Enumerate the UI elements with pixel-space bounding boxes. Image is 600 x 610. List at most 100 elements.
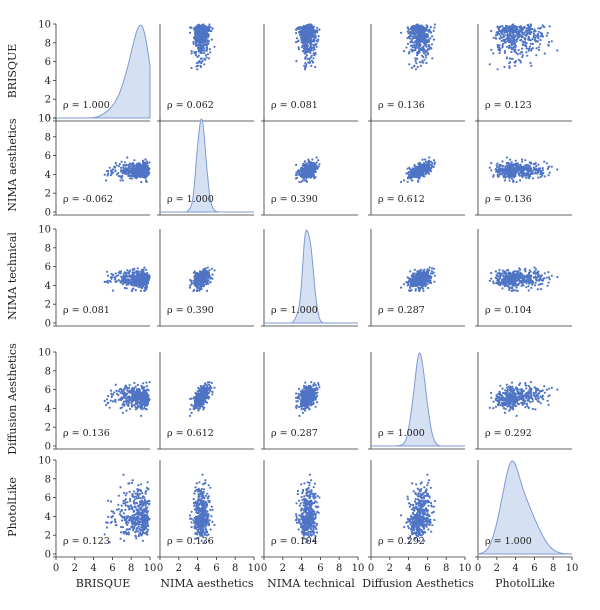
- scatter-point: [315, 156, 318, 159]
- scatter-point: [520, 38, 523, 42]
- scatter-point: [123, 281, 126, 284]
- scatter-point: [505, 269, 509, 272]
- scatter-point: [417, 26, 420, 29]
- scatter-point: [201, 59, 204, 63]
- scatter-point: [548, 25, 551, 28]
- scatter-point: [310, 49, 313, 52]
- scatter-point: [148, 161, 151, 164]
- scatter-point: [496, 25, 499, 28]
- scatter-point: [209, 25, 212, 29]
- scatter-point: [304, 179, 307, 182]
- scatter-point: [425, 45, 428, 48]
- scatter-point: [405, 46, 408, 49]
- scatter-point: [515, 286, 518, 289]
- scatter-point: [294, 41, 298, 44]
- scatter-point: [429, 37, 432, 40]
- scatter-points: [488, 23, 559, 71]
- scatter-point: [532, 162, 535, 166]
- scatter-point: [414, 60, 417, 63]
- scatter-point: [298, 31, 301, 34]
- scatter-point: [119, 270, 123, 273]
- scatter-point: [422, 30, 425, 33]
- scatter-point: [407, 52, 410, 55]
- scatter-point: [305, 54, 308, 57]
- scatter-point: [511, 30, 515, 33]
- scatter-point: [496, 68, 499, 71]
- scatter-point: [306, 166, 309, 170]
- scatter-point: [304, 29, 307, 32]
- scatter-point: [531, 42, 535, 46]
- scatter-point: [423, 49, 426, 52]
- scatter-point: [423, 162, 426, 165]
- scatter-point: [203, 30, 206, 33]
- scatter-point: [506, 33, 509, 36]
- scatter-point: [314, 35, 317, 39]
- scatter-point: [202, 43, 206, 46]
- scatter-point: [514, 61, 517, 64]
- scatter-point: [410, 172, 414, 176]
- scatter-point: [427, 286, 430, 290]
- scatter-point: [205, 274, 208, 277]
- scatter-point: [418, 281, 421, 284]
- scatter-point: [203, 33, 206, 37]
- scatter-point: [305, 37, 308, 40]
- scatter-point: [508, 62, 511, 65]
- scatter-point: [310, 164, 313, 167]
- scatter-point: [420, 163, 423, 166]
- scatter-point: [112, 168, 115, 171]
- scatter-point: [416, 51, 419, 55]
- scatter-point: [418, 41, 421, 44]
- scatter-point: [140, 180, 143, 184]
- scatter-point: [505, 168, 509, 172]
- scatter-point: [407, 289, 411, 292]
- scatter-point: [494, 270, 497, 273]
- scatter-point: [190, 50, 193, 53]
- scatter-point: [492, 175, 495, 178]
- scatter-point: [422, 47, 425, 50]
- scatter-point: [206, 270, 209, 273]
- scatter-point: [310, 39, 313, 43]
- scatter-point: [410, 66, 413, 69]
- scatter-point: [514, 42, 517, 45]
- scatter-point: [133, 159, 136, 162]
- scatter-point: [107, 274, 110, 277]
- scatter-point: [416, 170, 419, 173]
- scatter-point: [427, 38, 430, 41]
- scatter-point: [422, 38, 425, 41]
- scatter-point: [406, 172, 409, 175]
- scatter-point: [521, 160, 524, 163]
- correlation-label: ρ = 0.287: [378, 305, 425, 316]
- scatter-point: [198, 25, 201, 28]
- scatter-point: [426, 40, 429, 43]
- scatter-point: [514, 172, 517, 175]
- correlation-label: ρ = 0.136: [485, 194, 532, 205]
- scatter-point: [141, 166, 144, 169]
- scatter-point: [206, 35, 209, 39]
- scatter-point: [295, 60, 298, 63]
- scatter-point: [409, 33, 412, 36]
- scatter-point: [403, 179, 406, 182]
- scatter-point: [408, 286, 412, 289]
- scatter-point: [514, 34, 517, 37]
- scatter-point: [431, 57, 434, 60]
- scatter-point: [193, 275, 196, 278]
- scatter-point: [305, 49, 309, 52]
- scatter-point: [499, 34, 502, 37]
- scatter-point: [406, 167, 409, 170]
- scatter-point: [498, 173, 501, 176]
- scatter-point: [490, 277, 493, 280]
- scatter-point: [309, 161, 312, 164]
- panel-nima-aesthetics-vs-nima-technical: ρ = 0.390: [261, 118, 358, 216]
- scatter-point: [197, 61, 200, 64]
- scatter-point: [508, 57, 511, 60]
- scatter-point: [304, 62, 307, 65]
- scatter-point: [120, 275, 123, 278]
- scatter-point: [122, 171, 125, 174]
- scatter-point: [509, 158, 512, 161]
- scatter-point: [514, 25, 517, 28]
- y-tick-label: 10: [38, 225, 51, 236]
- scatter-point: [419, 288, 422, 291]
- scatter-point: [200, 277, 204, 280]
- scatter-point: [428, 161, 431, 164]
